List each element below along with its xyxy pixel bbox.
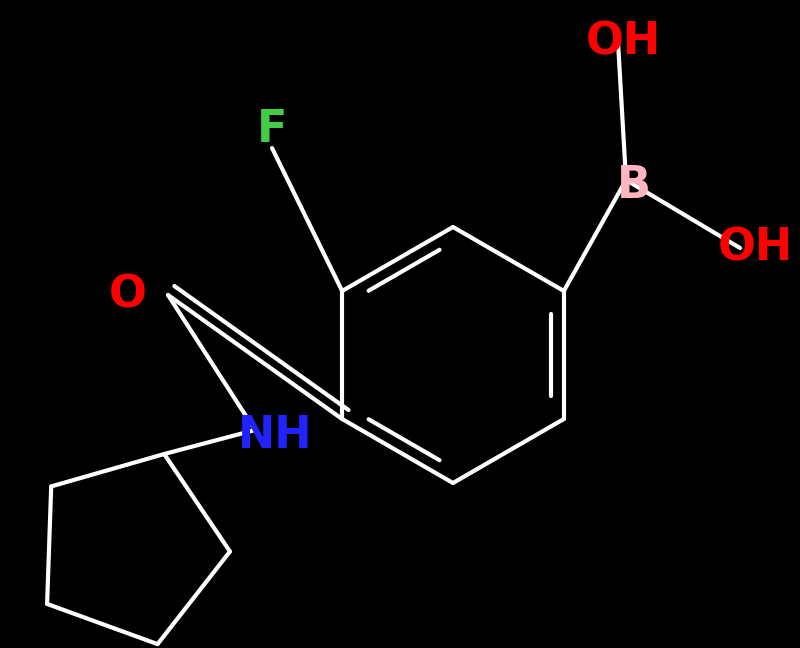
Text: OH: OH — [718, 227, 793, 270]
Text: OH: OH — [586, 21, 661, 64]
Text: F: F — [257, 108, 287, 152]
Text: B: B — [617, 163, 651, 207]
Text: O: O — [109, 273, 147, 316]
Text: NH: NH — [238, 413, 312, 456]
